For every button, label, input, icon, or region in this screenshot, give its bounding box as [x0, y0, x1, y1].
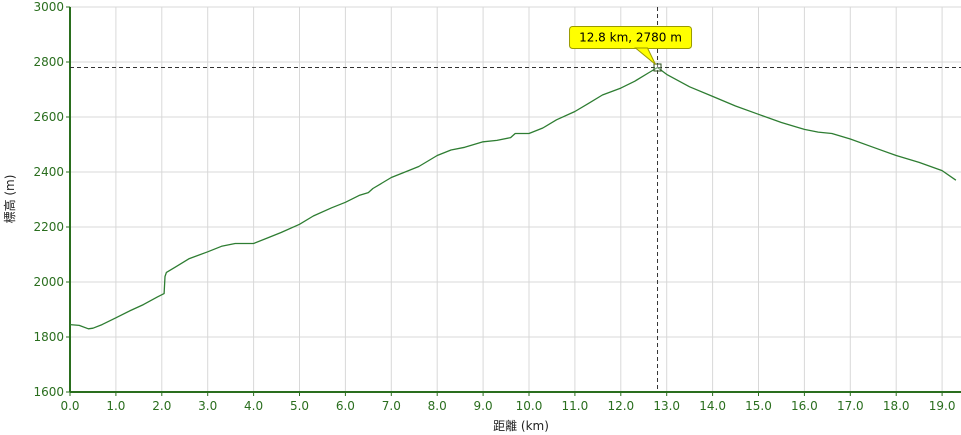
grid	[70, 6, 961, 392]
x-tick-label: 9.0	[474, 399, 493, 413]
tick-labels: 0.0 1.0 2.0 3.0 4.0 5.0 6.0 7.0 8.0 9.0 10.0 11.0 12…	[33, 0, 955, 413]
x-tick-label: 11.0	[562, 399, 589, 413]
tooltip-box	[569, 26, 693, 49]
x-tick-label: 1.0	[106, 399, 125, 413]
x-tick-label: 12.0	[607, 399, 634, 413]
x-tick-label: 14.0	[699, 399, 726, 413]
x-tick-label: 3.0	[198, 399, 217, 413]
x-tick-label: 6.0	[336, 399, 355, 413]
y-axis-title: 標高 (m)	[2, 175, 17, 224]
x-tick-label: 7.0	[382, 399, 401, 413]
x-tick-label: 16.0	[791, 399, 818, 413]
x-tick-label: 17.0	[837, 399, 864, 413]
x-tick-label: 8.0	[428, 399, 447, 413]
y-tick-label: 3000	[33, 0, 64, 14]
x-tick-label: 10.0	[516, 399, 543, 413]
x-tick-label: 2.0	[152, 399, 171, 413]
x-tick-label: 13.0	[653, 399, 680, 413]
tooltip: 12.8 km, 2780 m	[569, 26, 693, 65]
x-tick-label: 18.0	[883, 399, 910, 413]
plot-area	[70, 7, 961, 392]
y-tick-label: 2000	[33, 275, 64, 289]
axes	[66, 6, 961, 396]
x-tick-label: 4.0	[244, 399, 263, 413]
x-axis-title: 距離 (km)	[493, 419, 549, 433]
y-tick-label: 1600	[33, 385, 64, 399]
point-marker	[653, 63, 662, 72]
y-tick-label: 2600	[33, 110, 64, 124]
y-tick-label: 2200	[33, 220, 64, 234]
tooltip-label: 12.8 km, 2780 m	[579, 31, 682, 45]
y-tick-label: 1800	[33, 330, 64, 344]
x-tick-label: 15.0	[745, 399, 772, 413]
tooltip-pointer	[634, 47, 656, 65]
crosshair	[70, 7, 961, 392]
y-tick-label: 2400	[33, 165, 64, 179]
x-tick-label: 19.0	[929, 399, 956, 413]
series-layer	[69, 66, 957, 330]
x-tick-label: 5.0	[290, 399, 309, 413]
elevation-line	[69, 66, 957, 330]
y-tick-label: 2800	[33, 55, 64, 69]
x-tick-label: 0.0	[60, 399, 79, 413]
